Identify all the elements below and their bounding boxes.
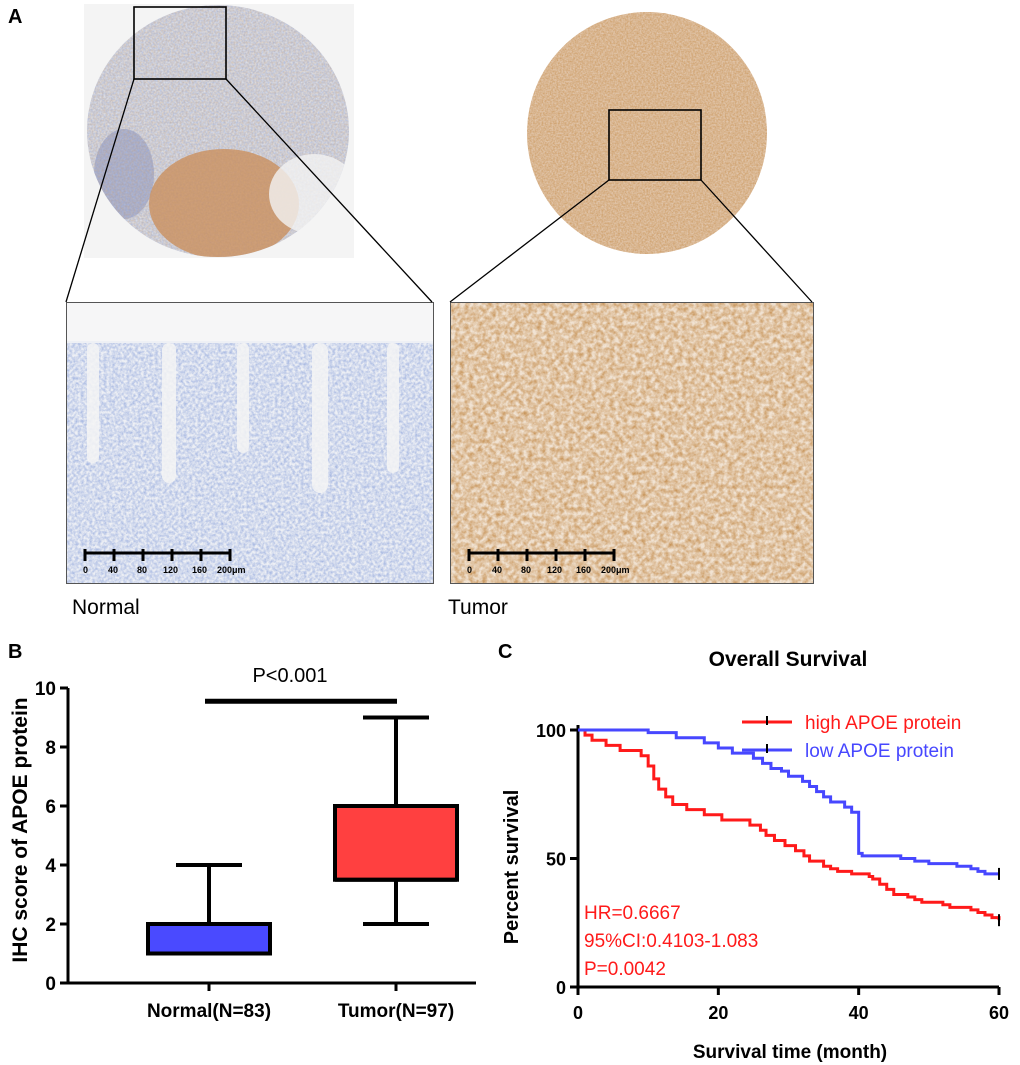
panel-c-label: C — [498, 641, 512, 663]
survival-y-tick-label: 50 — [546, 850, 566, 870]
survival-x-tick-label: 0 — [573, 1003, 583, 1023]
survival-chart: C Overall Survival Percent survival Surv… — [498, 641, 1009, 1063]
survival-x-tick-label: 40 — [849, 1003, 869, 1023]
panel-a-label: A — [8, 6, 23, 28]
svg-text:80: 80 — [521, 565, 531, 575]
box-plot-y-tick-label: 6 — [45, 797, 56, 818]
panel-b-label: B — [8, 641, 22, 663]
box-plot-y-tick-label: 4 — [45, 856, 56, 877]
stat-ci: 95%CI:0.4103-1.083 — [584, 931, 758, 952]
tumor-tissue-core-image — [522, 8, 774, 258]
svg-text:200μm: 200μm — [217, 565, 246, 575]
box-plot-y-tick-label: 2 — [45, 915, 56, 936]
zoom-connector-lines — [65, 78, 813, 303]
box-plot-chart: B IHC score of APOE protein P<0.001 0 2 4 6… — [8, 641, 476, 1022]
svg-text:120: 120 — [163, 565, 178, 575]
box-iqr — [333, 804, 459, 882]
svg-text:0: 0 — [83, 565, 88, 575]
svg-text:120: 120 — [547, 565, 562, 575]
box-plot-category-label: Tumor(N=97) — [338, 1001, 454, 1022]
svg-text:200μm: 200μm — [601, 565, 630, 575]
survival-curve-high — [578, 728, 1001, 921]
box-plot-y-tick-label: 10 — [35, 679, 56, 700]
tumor-magnified-image: 0 40 80 120 160 200μm — [450, 302, 814, 584]
svg-text:40: 40 — [492, 565, 502, 575]
survival-x-tick-label: 20 — [708, 1003, 728, 1023]
stat-p: P=0.0042 — [584, 959, 666, 980]
survival-y-tick-label: 100 — [536, 721, 566, 741]
survival-curve-low — [578, 728, 999, 876]
tumor-caption: Tumor — [448, 596, 508, 619]
svg-text:40: 40 — [108, 565, 118, 575]
box-iqr — [146, 922, 272, 956]
survival-x-tick-label: 60 — [989, 1003, 1009, 1023]
box-plot-y-axis-label: IHC score of APOE protein — [9, 697, 32, 962]
p-value-annotation: P<0.001 — [252, 665, 327, 687]
survival-y-axis-label: Percent survival — [501, 790, 523, 945]
stat-hr: HR=0.6667 — [584, 903, 681, 924]
normal-magnified-image: 0 40 80 120 160 200μm — [66, 302, 434, 584]
survival-x-axis-label: Survival time (month) — [693, 1042, 887, 1063]
legend-label: low APOE protein — [805, 741, 954, 762]
normal-caption: Normal — [72, 596, 140, 619]
box-plot-y-tick-label: 8 — [45, 738, 56, 759]
svg-text:160: 160 — [192, 565, 207, 575]
svg-text:0: 0 — [467, 565, 472, 575]
tumor-scalebar: 0 40 80 120 160 200μm — [467, 549, 630, 575]
box-plot-y-tick-label: 0 — [45, 974, 56, 995]
box-plot-category-label: Normal(N=83) — [147, 1001, 271, 1022]
survival-chart-title: Overall Survival — [709, 648, 868, 671]
normal-scalebar: 0 40 80 120 160 200μm — [83, 549, 246, 575]
svg-text:80: 80 — [137, 565, 147, 575]
survival-y-tick-label: 0 — [556, 978, 566, 998]
normal-tissue-core-image — [84, 4, 354, 258]
legend-label: high APOE protein — [805, 713, 961, 734]
svg-text:160: 160 — [576, 565, 591, 575]
